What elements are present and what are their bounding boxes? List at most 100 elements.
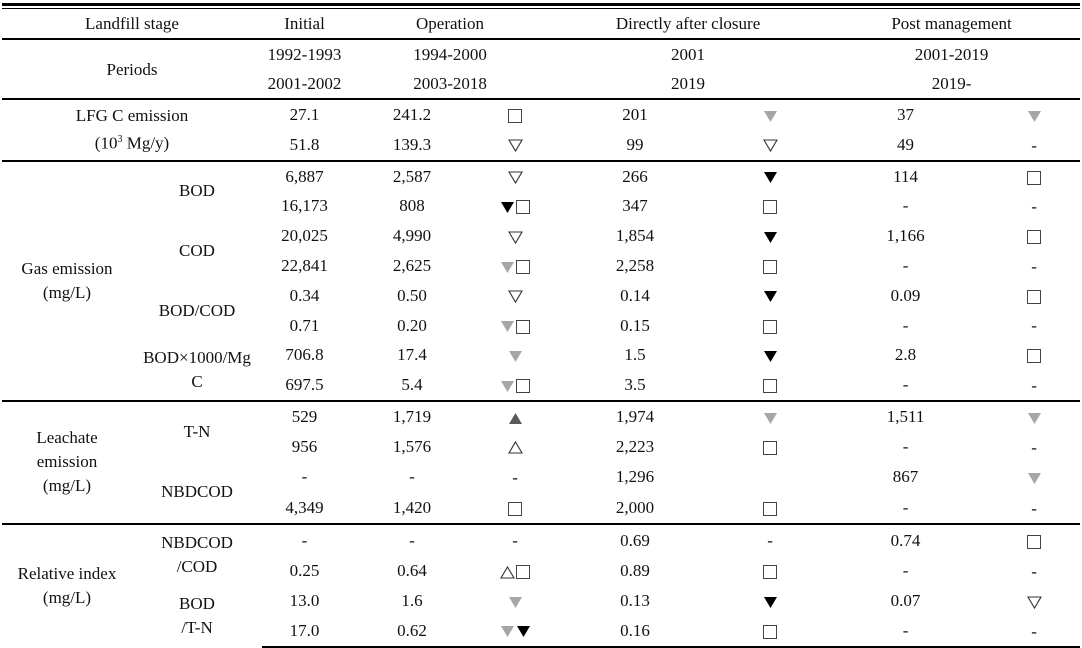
- trend-symbol-cell: [477, 98, 554, 129]
- value-cell: 241.2: [347, 98, 478, 129]
- period-cell: 1992-1993: [262, 38, 348, 69]
- trend-symbols: [763, 260, 778, 275]
- value: -: [902, 255, 909, 275]
- trend-symbol-cell: -: [988, 492, 1080, 524]
- trend-symbols: [1027, 230, 1042, 245]
- trend-symbol-cell: [988, 98, 1081, 129]
- trend-symbol-cell: [717, 492, 823, 524]
- value-cell: 37: [823, 98, 989, 129]
- trend-symbol-cell: [477, 250, 553, 281]
- value: 37: [897, 105, 915, 124]
- group-label: Leachate emission: [36, 428, 98, 472]
- stage-label-cell: Landfill stage: [2, 9, 262, 39]
- trend-symbols: -: [1031, 311, 1037, 340]
- value-cell: 0.14: [553, 281, 717, 310]
- trend-symbols: [763, 411, 778, 426]
- trend-symbol-cell: [477, 586, 553, 615]
- value-cell: 808: [347, 191, 477, 222]
- value-cell: 99: [553, 129, 717, 161]
- period-value: 2001-2002: [267, 74, 342, 93]
- trend-symbol-cell: [477, 431, 553, 462]
- value: 0.09: [890, 285, 921, 305]
- value-cell: 3.5: [553, 369, 717, 401]
- dash-symbol: -: [1031, 256, 1037, 276]
- value: 0.07: [890, 590, 921, 610]
- open-square-icon: [508, 109, 523, 124]
- trend-symbol-cell: -: [988, 250, 1080, 281]
- value-cell: -: [823, 191, 988, 222]
- value-initial: 13.0: [262, 586, 347, 615]
- open-square-icon: [1027, 230, 1042, 245]
- value: 139.3: [392, 134, 432, 154]
- value: -: [409, 530, 415, 550]
- triangle-down-gray-icon: [1027, 412, 1041, 424]
- trend-symbols: [763, 289, 778, 304]
- value: -: [902, 196, 909, 216]
- parameter-cell: COD: [132, 221, 262, 281]
- value: 0.16: [620, 620, 650, 640]
- table-top-rule-thin: [2, 8, 1080, 9]
- trend-symbols: [763, 319, 778, 334]
- triangle-down-open-icon: [507, 139, 523, 153]
- dash-symbol: -: [1031, 437, 1037, 457]
- trend-symbols: -: [1031, 617, 1037, 646]
- open-square-icon: [1027, 170, 1042, 185]
- value-cell: 1,296: [553, 462, 717, 493]
- trend-symbol-cell: [988, 462, 1080, 493]
- period-value: 2001-2019: [914, 45, 989, 64]
- value: 4,990: [392, 226, 432, 246]
- value-cell: 1,854: [553, 221, 717, 250]
- triangle-down-gray-icon: [763, 110, 777, 122]
- table-row: 22,841 2,625 2,258 - -: [2, 250, 1080, 281]
- open-square-icon: [516, 260, 531, 275]
- value-initial: -: [262, 522, 348, 556]
- value: 1,719: [392, 406, 432, 426]
- value-cell: 0.74: [823, 522, 989, 556]
- table-row: 4,349 1,420 2,000 - -: [2, 492, 1080, 524]
- open-square-icon: [763, 379, 778, 394]
- parameter-name: BOD: [179, 594, 215, 614]
- value-cell: 49: [823, 129, 988, 161]
- value-initial: 22,841: [262, 250, 347, 281]
- open-square-icon: [763, 440, 778, 455]
- trend-symbols: [763, 502, 778, 517]
- value: 0.69: [620, 530, 650, 550]
- period-cell: 1994-2000: [347, 38, 554, 69]
- value: 1,166: [886, 226, 925, 246]
- parameter-name: BOD: [179, 181, 215, 201]
- periods-row: Periods 1992-1993 1994-2000 2001 2001-2019: [2, 38, 1081, 99]
- trend-symbol-cell: [717, 250, 823, 281]
- value: 1,420: [392, 497, 432, 517]
- value: 0.50: [397, 285, 427, 305]
- triangle-down-gray-icon: [501, 321, 515, 333]
- value: 20,025: [281, 226, 328, 246]
- period-value: 2019-: [931, 74, 972, 93]
- value-cell: 0.07: [823, 586, 988, 615]
- period-cell: 2001: [553, 38, 824, 69]
- value-initial: 20,025: [262, 221, 347, 250]
- value-cell: -: [823, 369, 988, 401]
- value: 4,349: [285, 497, 324, 517]
- value: 706.8: [285, 345, 324, 365]
- value: 2,587: [392, 166, 432, 186]
- value: 697.5: [285, 375, 324, 395]
- trend-symbol-cell: -: [717, 522, 824, 556]
- group-label: Relative index: [17, 563, 117, 583]
- trend-symbols: [507, 289, 523, 304]
- open-square-icon: [763, 200, 778, 215]
- triangle-down-black-icon: [516, 626, 530, 638]
- triangle-up-open-icon: [507, 441, 523, 454]
- trend-symbols: [763, 230, 778, 245]
- trend-symbols: [507, 440, 523, 455]
- value: 0.20: [397, 315, 427, 335]
- trend-symbol-cell: [988, 399, 1081, 431]
- value: 2.8: [894, 345, 917, 365]
- triangle-up-open-icon: [500, 565, 515, 579]
- period-value: 2019: [671, 74, 706, 93]
- value: 0.14: [620, 285, 650, 305]
- triangle-down-gray-icon: [763, 412, 777, 424]
- group-label-cell: Gas emission (mg/L): [2, 159, 132, 401]
- triangle-down-open-icon: [507, 290, 523, 304]
- trend-symbols: [500, 260, 531, 275]
- value: 0.25: [289, 561, 320, 581]
